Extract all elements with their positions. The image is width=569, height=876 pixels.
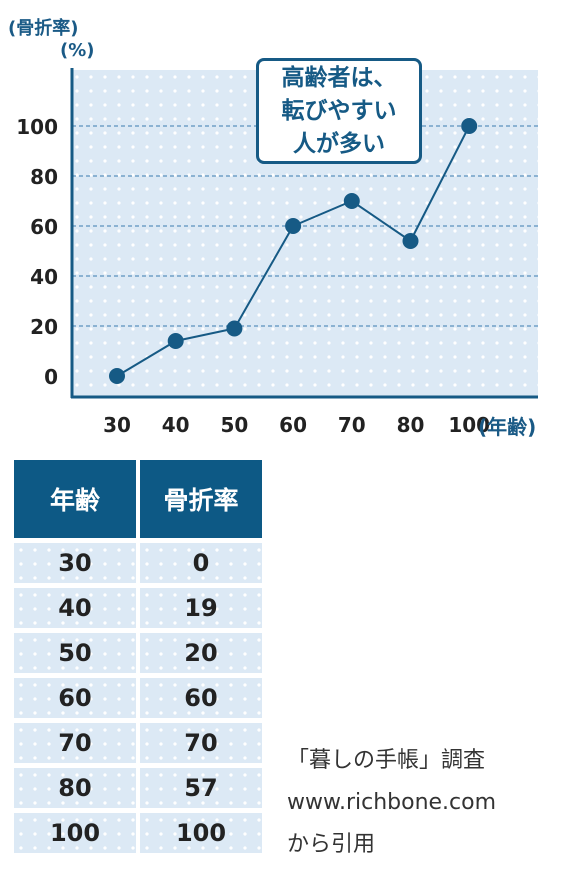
annotation-callout: 高齢者は、 転びやすい 人が多い bbox=[256, 58, 422, 164]
y-axis-unit: (%) bbox=[60, 40, 95, 61]
y-tick-label: 0 bbox=[44, 365, 58, 389]
x-axis-unit: (年齢) bbox=[478, 415, 537, 439]
data-table: 年齢 骨折率 30 0 40 19 50 20 60 60 70 70 80 5… bbox=[14, 460, 262, 853]
data-point bbox=[167, 333, 184, 349]
data-point bbox=[402, 233, 419, 249]
table-cell-rate: 100 bbox=[140, 813, 262, 853]
data-point bbox=[109, 368, 125, 384]
table-cell-age: 30 bbox=[14, 543, 136, 583]
source-note: 「暮しの手帳」調査 www.richbone.com から引用 bbox=[287, 740, 496, 866]
x-tick-label: 100 bbox=[448, 413, 490, 437]
table-header-fracture-rate: 骨折率 bbox=[140, 460, 262, 538]
annotation-line-1: 高齢者は、 bbox=[281, 64, 397, 91]
table-cell-rate: 60 bbox=[140, 678, 262, 718]
table-cell-age: 50 bbox=[14, 633, 136, 673]
x-tick-label: 30 bbox=[103, 413, 131, 437]
table-cell-age: 100 bbox=[14, 813, 136, 853]
x-tick-label: 50 bbox=[220, 413, 248, 437]
x-tick-label: 60 bbox=[279, 413, 307, 437]
x-tick-label: 70 bbox=[338, 413, 366, 437]
y-axis-label: (骨折率) bbox=[8, 18, 79, 39]
y-tick-label: 60 bbox=[30, 215, 58, 239]
table-cell-age: 60 bbox=[14, 678, 136, 718]
table-cell-rate: 19 bbox=[140, 588, 262, 628]
x-tick-label: 40 bbox=[162, 413, 190, 437]
y-tick-label: 100 bbox=[16, 115, 58, 139]
table-cell-age: 70 bbox=[14, 723, 136, 763]
annotation-line-3: 人が多い bbox=[293, 130, 385, 157]
table-header-age: 年齢 bbox=[14, 460, 136, 538]
y-tick-label: 80 bbox=[30, 165, 58, 189]
y-tick-label: 40 bbox=[30, 265, 58, 289]
annotation-line-2: 転びやすい bbox=[281, 97, 397, 124]
data-point bbox=[343, 193, 360, 209]
source-line-3: から引用 bbox=[287, 832, 376, 857]
data-point bbox=[461, 118, 478, 134]
data-point bbox=[285, 218, 302, 234]
table-cell-rate: 0 bbox=[140, 543, 262, 583]
x-tick-label: 80 bbox=[397, 413, 425, 437]
table-cell-age: 40 bbox=[14, 588, 136, 628]
y-tick-label: 20 bbox=[30, 315, 58, 339]
source-line-1: 「暮しの手帳」調査 bbox=[287, 748, 486, 773]
table-cell-rate: 57 bbox=[140, 768, 262, 808]
source-line-2: www.richbone.com bbox=[287, 790, 497, 815]
data-point bbox=[226, 320, 243, 337]
table-cell-rate: 20 bbox=[140, 633, 262, 673]
table-cell-age: 80 bbox=[14, 768, 136, 808]
table-cell-rate: 70 bbox=[140, 723, 262, 763]
